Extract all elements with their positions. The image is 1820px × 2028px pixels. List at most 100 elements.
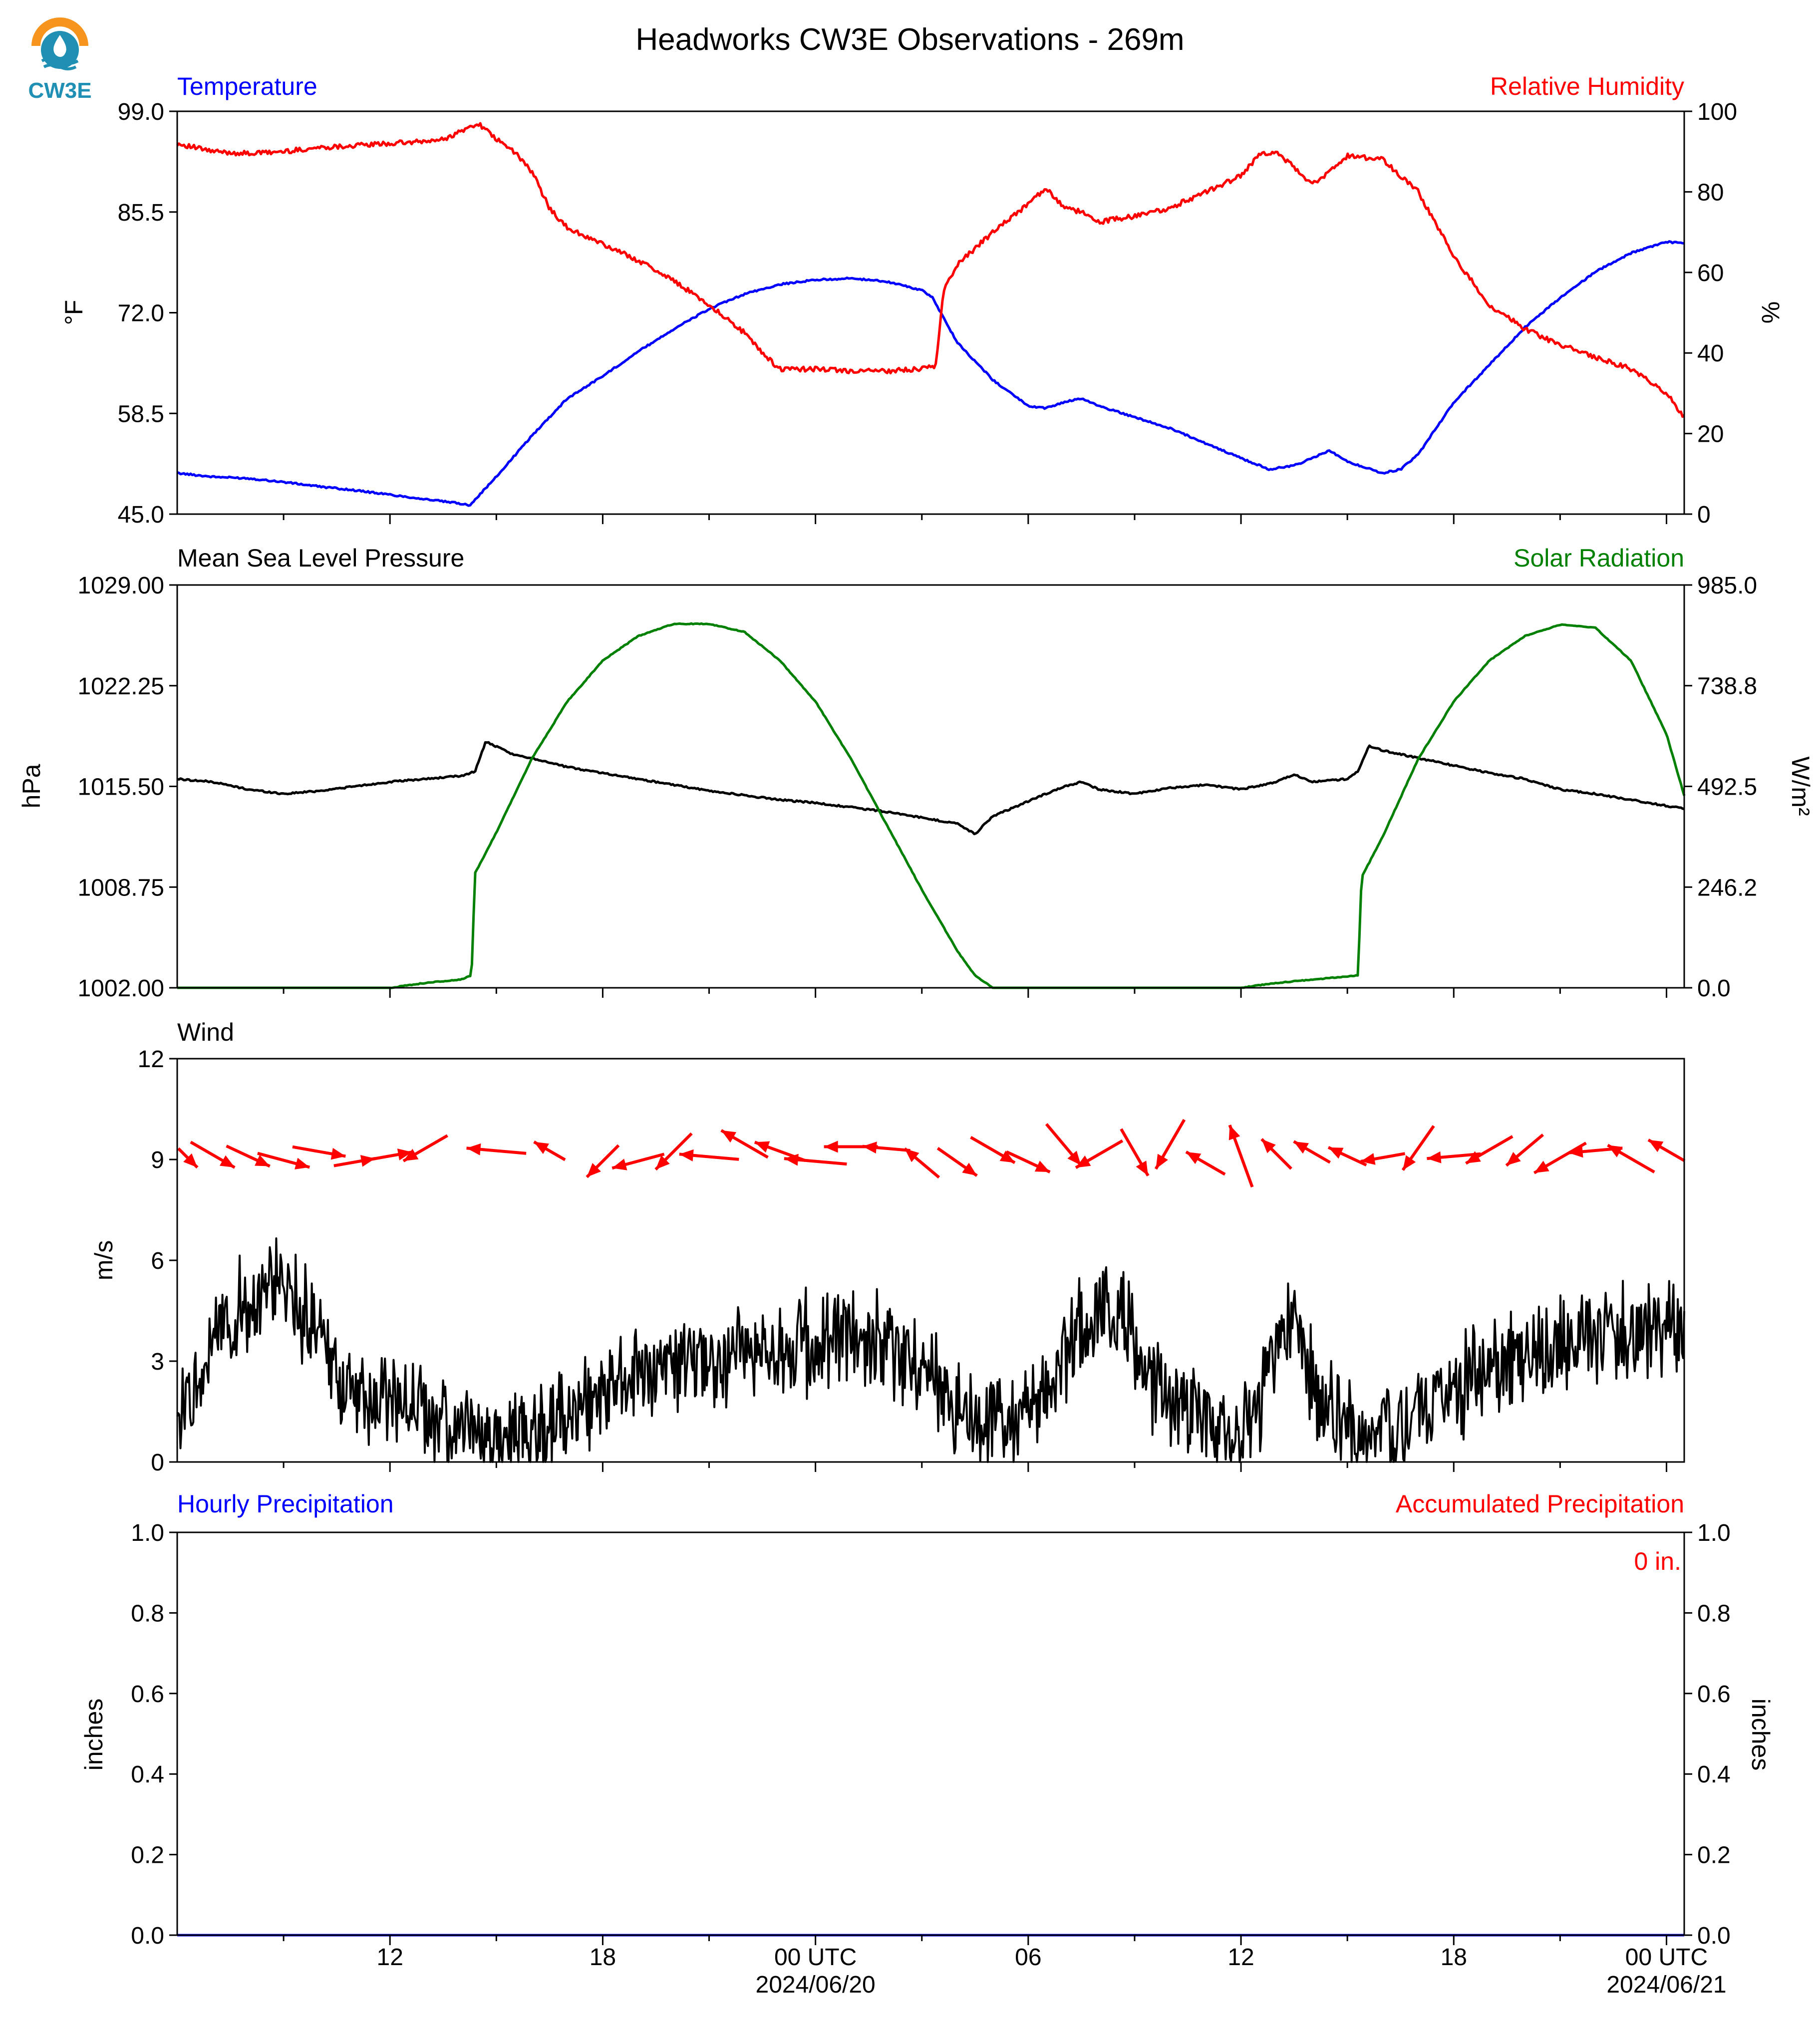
wind-arrow [1075, 1139, 1124, 1169]
y-right-tick-label: 985.0 [1697, 573, 1757, 599]
solar-axis-label: W/m² [1787, 756, 1815, 816]
wind-arrow [1228, 1125, 1254, 1188]
wind-axis-label: m/s [90, 1240, 118, 1281]
x-tick-label: 12 [1227, 1944, 1254, 1971]
y-tick-label: 1015.50 [77, 774, 164, 801]
y-right-tick-label: 100 [1697, 99, 1737, 125]
y-tick-label: 0.4 [131, 1761, 164, 1788]
panel-4-left-ticks: 0.0 0.2 0.4 0.6 0.8 1.0 [131, 1520, 177, 1949]
wind-arrow [720, 1129, 769, 1159]
wind-arrow [1045, 1123, 1082, 1166]
y-right-tick-label: 0 [1697, 502, 1711, 528]
wind-arrow [1505, 1134, 1544, 1167]
y-tick-label: 45.0 [118, 502, 164, 528]
y-tick-label: 0.6 [131, 1681, 164, 1708]
wind-arrow [904, 1147, 940, 1179]
humidity-axis-label: % [1757, 301, 1785, 323]
x-tick-label: 18 [590, 1944, 616, 1971]
wind-arrow [466, 1143, 527, 1156]
y-tick-label: 0.2 [131, 1842, 164, 1869]
panel-1-right-ticks: 0 20 40 60 80 100 [1684, 99, 1737, 528]
wind-arrow [611, 1153, 665, 1170]
wind-arrow [1465, 1135, 1514, 1165]
wind-arrow [292, 1145, 346, 1160]
wind-arrow [586, 1144, 620, 1178]
y-tick-label: 12 [138, 1046, 164, 1073]
y-right-tick-label: 20 [1697, 421, 1724, 448]
panel-4-frame [176, 1531, 1685, 1936]
y-right-tick-label: 80 [1697, 179, 1724, 206]
wind-arrow [654, 1132, 693, 1171]
x-date-label: 2024/06/21 [1606, 1972, 1726, 1998]
wind-arrow [1360, 1152, 1406, 1165]
wind-arrow [1293, 1140, 1331, 1164]
x-tick-label: 00 UTC [1625, 1944, 1708, 1971]
panel-1-x-ticks [283, 514, 1667, 524]
panel-2-x-ticks [283, 988, 1667, 998]
y-tick-label: 0 [151, 1449, 164, 1476]
series-line-2-0 [176, 1237, 1685, 1463]
wind-arrow [177, 1147, 199, 1169]
y-tick-label: 1002.00 [77, 975, 164, 1002]
x-date-label: 2024/06/20 [756, 1972, 876, 1998]
wind-arrow [1327, 1146, 1367, 1166]
temperature-humidity-panel: Temperature Relative Humidity 45.0 58.5 72… [60, 72, 1785, 528]
y-right-tick-label: 0.4 [1697, 1761, 1731, 1788]
y-right-tick-label: 0.0 [1697, 1923, 1731, 1949]
wind-arrow [533, 1141, 566, 1161]
wind-arrow [1185, 1151, 1226, 1176]
y-tick-label: 58.5 [118, 401, 164, 427]
temperature-axis-label: °F [60, 300, 88, 325]
wind-arrow [970, 1136, 1016, 1164]
solar-radiation-title: Solar Radiation [1514, 544, 1684, 572]
relative-humidity-title: Relative Humidity [1490, 72, 1684, 100]
precipitation-panel: Hourly Precipitation Accumulated Precipi… [80, 1490, 1775, 1949]
wind-arrow [257, 1152, 310, 1169]
wind-arrow [1533, 1142, 1587, 1174]
wind-arrow [1607, 1144, 1655, 1173]
panel-4-x-ticks [283, 1935, 1667, 1945]
panel-1-frame [176, 110, 1685, 515]
logo-text: CW3E [28, 78, 91, 103]
y-right-tick-label: 246.2 [1697, 874, 1757, 901]
panel-2-right-ticks: 0.0 246.2 492.5 738.8 985.0 [1684, 573, 1757, 1002]
series-line-0-1 [176, 122, 1685, 418]
accumulated-precip-axis-label: inches [1747, 1699, 1775, 1771]
wind-arrow [1401, 1125, 1435, 1171]
hourly-precipitation-title: Hourly Precipitation [177, 1490, 394, 1518]
y-right-tick-label: 0.6 [1697, 1681, 1731, 1708]
y-tick-label: 1029.00 [77, 573, 164, 599]
wind-arrow [679, 1149, 739, 1161]
panel-2-lines [177, 622, 1686, 989]
y-right-tick-label: 60 [1697, 260, 1724, 287]
pressure-title: Mean Sea Level Pressure [177, 544, 464, 572]
wind-arrow [402, 1134, 448, 1162]
y-tick-label: 99.0 [118, 99, 164, 125]
y-tick-label: 1.0 [131, 1520, 164, 1546]
wind-arrow [1427, 1151, 1481, 1163]
panel-1-lines [176, 122, 1685, 507]
panel-3-lines [176, 1237, 1685, 1463]
y-tick-label: 9 [151, 1147, 164, 1173]
wind-arrow [862, 1142, 910, 1154]
chart-title: Headworks CW3E Observations - 269m [635, 22, 1184, 57]
wind-arrow [1260, 1138, 1292, 1170]
cw3e-logo: CW3E [28, 17, 92, 103]
wind-arrow [1120, 1128, 1150, 1176]
series-line-1-1 [177, 622, 1686, 989]
y-tick-label: 0.8 [131, 1600, 164, 1627]
accumulated-total-label: 0 in. [1634, 1547, 1681, 1575]
cw3e-droplet-logo-icon [31, 17, 88, 70]
wind-title: Wind [177, 1018, 234, 1046]
y-right-tick-label: 738.8 [1697, 673, 1757, 700]
temperature-title: Temperature [177, 72, 317, 100]
wind-panel: Wind 0 3 6 9 12 m/s [90, 1018, 1686, 1476]
series-line-1-0 [177, 741, 1685, 836]
x-tick-label: 12 [377, 1944, 403, 1971]
wind-arrow [936, 1147, 978, 1177]
wind-arrow [1154, 1119, 1186, 1170]
panel-2-frame [176, 584, 1685, 989]
y-right-tick-label: 0.2 [1697, 1842, 1731, 1869]
x-tick-label: 06 [1015, 1944, 1041, 1971]
